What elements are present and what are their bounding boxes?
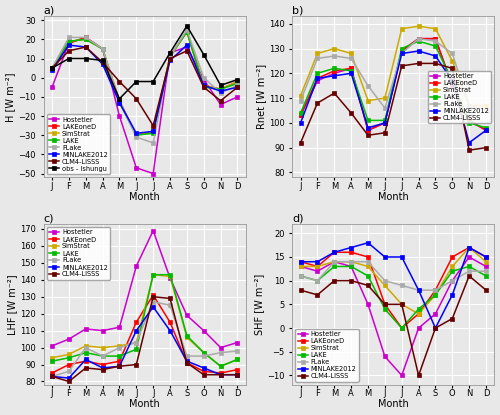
Y-axis label: Rnet [W m⁻²]: Rnet [W m⁻²] bbox=[256, 64, 266, 129]
Legend: Hostetler, LAKEoneD, SimStrat, LAKE, FLake, MINLAKE2012, CLM4-LISSS: Hostetler, LAKEoneD, SimStrat, LAKE, FLa… bbox=[47, 227, 110, 280]
X-axis label: Month: Month bbox=[378, 192, 408, 202]
X-axis label: Month: Month bbox=[378, 400, 408, 410]
Text: d): d) bbox=[292, 213, 304, 223]
X-axis label: Month: Month bbox=[130, 192, 160, 202]
Legend: Hostetler, LAKEoneD, SimStrat, LAKE, FLake, MINLAKE2012, CLM4-LISSS, obs - Ishun: Hostetler, LAKEoneD, SimStrat, LAKE, FLa… bbox=[47, 115, 110, 174]
Legend: Hostetler, LAKEoneD, SimStrat, LAKE, FLake, MINLAKE2012, CLM4-LISSS: Hostetler, LAKEoneD, SimStrat, LAKE, FLa… bbox=[296, 329, 358, 381]
Text: a): a) bbox=[44, 5, 55, 15]
Text: c): c) bbox=[44, 213, 54, 223]
Y-axis label: H [W m⁻²]: H [W m⁻²] bbox=[6, 72, 16, 122]
Legend: Hostetler, LAKEoneD, SimStrat, LAKE, FLake, MINLAKE2012, CLM4-LISSS: Hostetler, LAKEoneD, SimStrat, LAKE, FLa… bbox=[428, 71, 491, 123]
Y-axis label: LHF [W m⁻²]: LHF [W m⁻²] bbox=[8, 274, 18, 334]
Y-axis label: SHF [W m⁻²]: SHF [W m⁻²] bbox=[254, 274, 264, 335]
X-axis label: Month: Month bbox=[130, 400, 160, 410]
Text: b): b) bbox=[292, 5, 304, 15]
